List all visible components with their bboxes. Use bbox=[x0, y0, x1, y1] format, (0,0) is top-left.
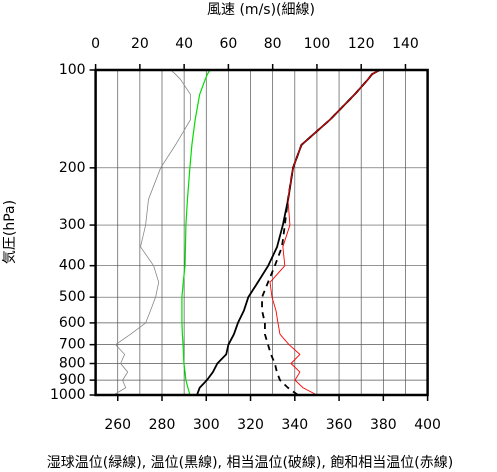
x2-tick-label: 100 bbox=[304, 36, 331, 52]
x-axis-title: 湿球温位(緑線), 温位(黒線), 相当温位(破線), 飽和相当温位(赤線) bbox=[47, 454, 453, 471]
x-tick-label: 320 bbox=[237, 417, 264, 433]
x2-tick-label: 20 bbox=[131, 36, 149, 52]
series-line bbox=[196, 69, 381, 396]
x-tick-label: 260 bbox=[104, 417, 131, 433]
series-line bbox=[269, 69, 381, 396]
y-tick-label: 300 bbox=[59, 217, 86, 233]
y-tick-label: 400 bbox=[59, 258, 86, 274]
series-line bbox=[113, 69, 191, 396]
x2-tick-label: 0 bbox=[91, 36, 100, 52]
y-tick-label: 200 bbox=[59, 160, 86, 176]
x2-tick-label: 40 bbox=[175, 36, 193, 52]
x-tick-label: 360 bbox=[326, 417, 353, 433]
y-axis-title: 気圧(hPa) bbox=[2, 200, 18, 264]
y-tick-label: 100 bbox=[59, 62, 86, 78]
series-line bbox=[181, 69, 211, 396]
y-tick-label: 500 bbox=[59, 289, 86, 305]
y-tick-label: 900 bbox=[59, 372, 86, 388]
y-tick-label: 800 bbox=[59, 356, 86, 372]
x-tick-label: 400 bbox=[414, 417, 441, 433]
series-line bbox=[261, 69, 381, 396]
x2-tick-label: 60 bbox=[219, 36, 237, 52]
x-tick-label: 300 bbox=[193, 417, 220, 433]
x2-tick-label: 80 bbox=[264, 36, 282, 52]
y-tick-label: 1000 bbox=[50, 387, 86, 403]
x-tick-label: 280 bbox=[149, 417, 176, 433]
y-tick-label: 600 bbox=[59, 315, 86, 331]
y-tick-label: 700 bbox=[59, 337, 86, 353]
x-tick-label: 340 bbox=[281, 417, 308, 433]
x2-tick-label: 120 bbox=[348, 36, 375, 52]
plot-frame bbox=[94, 68, 429, 397]
x-tick-label: 380 bbox=[370, 417, 397, 433]
x2-tick-label: 140 bbox=[392, 36, 419, 52]
top-axis-title: 風速 (m/s)(細線) bbox=[207, 2, 315, 18]
